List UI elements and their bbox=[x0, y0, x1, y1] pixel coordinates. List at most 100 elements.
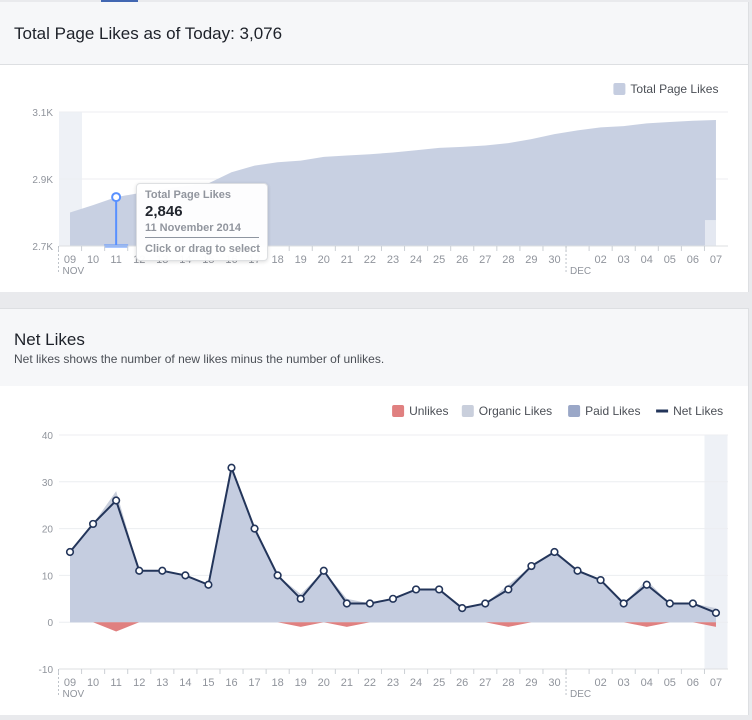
tooltip-title: Total Page Likes bbox=[145, 189, 231, 201]
x-tick-label: 05 bbox=[664, 254, 676, 266]
legend-swatch bbox=[568, 405, 581, 417]
net-likes-point bbox=[273, 571, 282, 580]
tooltip-value: 2,846 bbox=[145, 203, 183, 220]
x-tick-label: 27 bbox=[479, 677, 491, 689]
y-tick-label: -10 bbox=[39, 665, 54, 676]
x-tick-label: 11 bbox=[110, 677, 121, 689]
x-tick-label: 22 bbox=[364, 254, 376, 266]
net-likes-title: Net Likes bbox=[14, 330, 85, 349]
net-likes-point bbox=[181, 571, 190, 580]
active-tab-indicator[interactable] bbox=[101, 0, 138, 2]
y-tick-label: 3.1K bbox=[32, 108, 53, 119]
x-tick-label: 06 bbox=[687, 677, 699, 689]
net-likes-point bbox=[250, 524, 259, 533]
tooltip: Total Page Likes 2,846 11 November 2014 … bbox=[136, 183, 268, 261]
total-likes-panel: 2.7K2.9K3.1K0910111213141516171819202122… bbox=[0, 65, 749, 292]
x-tick-label: 02 bbox=[594, 254, 606, 266]
x-tick-label: 15 bbox=[202, 677, 214, 689]
x-tick-label: 26 bbox=[456, 677, 468, 689]
net-likes-point bbox=[88, 519, 98, 529]
net-likes-panel: -10 0 10 20 30 40 09 10 11 12 13 14 15 16 17 18 19 20 21 22… bbox=[0, 386, 749, 715]
net-likes-point bbox=[481, 599, 490, 608]
net-likes-point bbox=[296, 594, 305, 603]
net-likes-point bbox=[411, 585, 421, 594]
y-tick-label: 40 bbox=[42, 431, 54, 442]
net-likes-point bbox=[504, 585, 513, 594]
legend-swatch bbox=[392, 405, 405, 417]
net-likes-point bbox=[665, 599, 674, 608]
top-tab-bar bbox=[0, 0, 752, 2]
x-tick-label: 07 bbox=[710, 254, 722, 266]
legend-label: Net Likes bbox=[673, 404, 723, 418]
x-tick-label: 18 bbox=[272, 254, 284, 266]
net-likes-point bbox=[65, 547, 75, 557]
net-likes-point bbox=[527, 561, 536, 571]
x-tick-label: 10 bbox=[87, 254, 99, 266]
x-tick-label: 03 bbox=[618, 254, 630, 266]
x-tick-label: 23 bbox=[387, 677, 399, 689]
y-tick-label: 2.9K bbox=[32, 175, 53, 186]
legend-label: Paid Likes bbox=[585, 404, 640, 418]
net-likes-point bbox=[642, 580, 651, 589]
net-likes-point bbox=[112, 496, 121, 505]
x-tick-label: 20 bbox=[318, 254, 330, 266]
net-likes-point bbox=[596, 575, 605, 585]
x-tick-label: 20 bbox=[318, 677, 330, 689]
x-tick-label: 17 bbox=[248, 677, 260, 689]
net-likes-chart[interactable]: -10 0 10 20 30 40 09 10 11 12 13 14 15 16 17 18 19 20 21 22… bbox=[0, 386, 748, 715]
x-tick-label: 06 bbox=[687, 254, 699, 266]
net-likes-point bbox=[619, 599, 628, 608]
net-likes-point bbox=[458, 604, 467, 613]
net-likes-point bbox=[135, 566, 144, 575]
x-tick-label: 26 bbox=[456, 254, 468, 266]
total-likes-chart[interactable]: 2.7K2.9K3.1K0910111213141516171819202122… bbox=[0, 65, 748, 292]
x-tick-label: 10 bbox=[87, 677, 99, 689]
total-likes-title: Total Page Likes as of Today: 3,076 bbox=[14, 24, 283, 43]
x-tick-label: 25 bbox=[433, 677, 445, 689]
x-tick-label: 23 bbox=[387, 254, 399, 266]
x-tick-label: 14 bbox=[179, 677, 191, 689]
x-tick-label: 29 bbox=[525, 677, 537, 689]
net-likes-point bbox=[227, 463, 236, 472]
x-tick-label: 03 bbox=[618, 677, 630, 689]
x-tick-label: 07 bbox=[710, 677, 722, 689]
x-tick-label: 21 bbox=[341, 254, 353, 266]
x-tick-label: 04 bbox=[641, 677, 653, 689]
x-tick-label: 29 bbox=[525, 254, 537, 266]
x-tick-label: 04 bbox=[641, 254, 653, 266]
x-tick-label: 28 bbox=[502, 677, 514, 689]
net-likes-point bbox=[342, 599, 351, 608]
x-tick-label: 25 bbox=[433, 254, 445, 266]
y-tick-label: 10 bbox=[42, 571, 54, 582]
partial-day-hatch bbox=[704, 220, 716, 246]
partial-day-highlight bbox=[704, 435, 728, 669]
x-tick-label: 27 bbox=[479, 254, 491, 266]
x-tick-label: 05 bbox=[664, 677, 676, 689]
legend-label: Unlikes bbox=[409, 404, 448, 418]
x-tick-label: 09 bbox=[64, 254, 76, 266]
x-tick-label: 19 bbox=[295, 677, 307, 689]
net-likes-header: Net Likes Net likes shows the number of … bbox=[0, 308, 749, 387]
net-likes-subtitle: Net likes shows the number of new likes … bbox=[14, 352, 385, 366]
legend-swatch bbox=[613, 83, 626, 95]
net-likes-point bbox=[204, 580, 213, 589]
net-likes-point bbox=[319, 566, 328, 575]
tooltip-date: 11 November 2014 bbox=[145, 222, 242, 234]
y-tick-label: 0 bbox=[47, 618, 53, 629]
x-tick-label: 22 bbox=[364, 677, 376, 689]
net-likes-point bbox=[158, 566, 167, 575]
net-likes-point bbox=[435, 585, 444, 594]
x-tick-label: 24 bbox=[410, 677, 422, 689]
x-tick-label: 02 bbox=[594, 677, 606, 689]
x-tick-label: 12 bbox=[133, 677, 145, 689]
net-likes-area bbox=[70, 467, 716, 623]
x-tick-label: 30 bbox=[548, 677, 560, 689]
legend-swatch bbox=[461, 405, 474, 417]
net-likes-point bbox=[688, 599, 697, 608]
x-tick-label: 24 bbox=[410, 254, 422, 266]
total-likes-header: Total Page Likes as of Today: 3,076 bbox=[0, 2, 749, 65]
x-tick-label: 30 bbox=[548, 254, 560, 266]
y-tick-label: 30 bbox=[42, 478, 54, 489]
month-label: NOV bbox=[63, 689, 85, 700]
x-tick-label: 21 bbox=[341, 677, 353, 689]
